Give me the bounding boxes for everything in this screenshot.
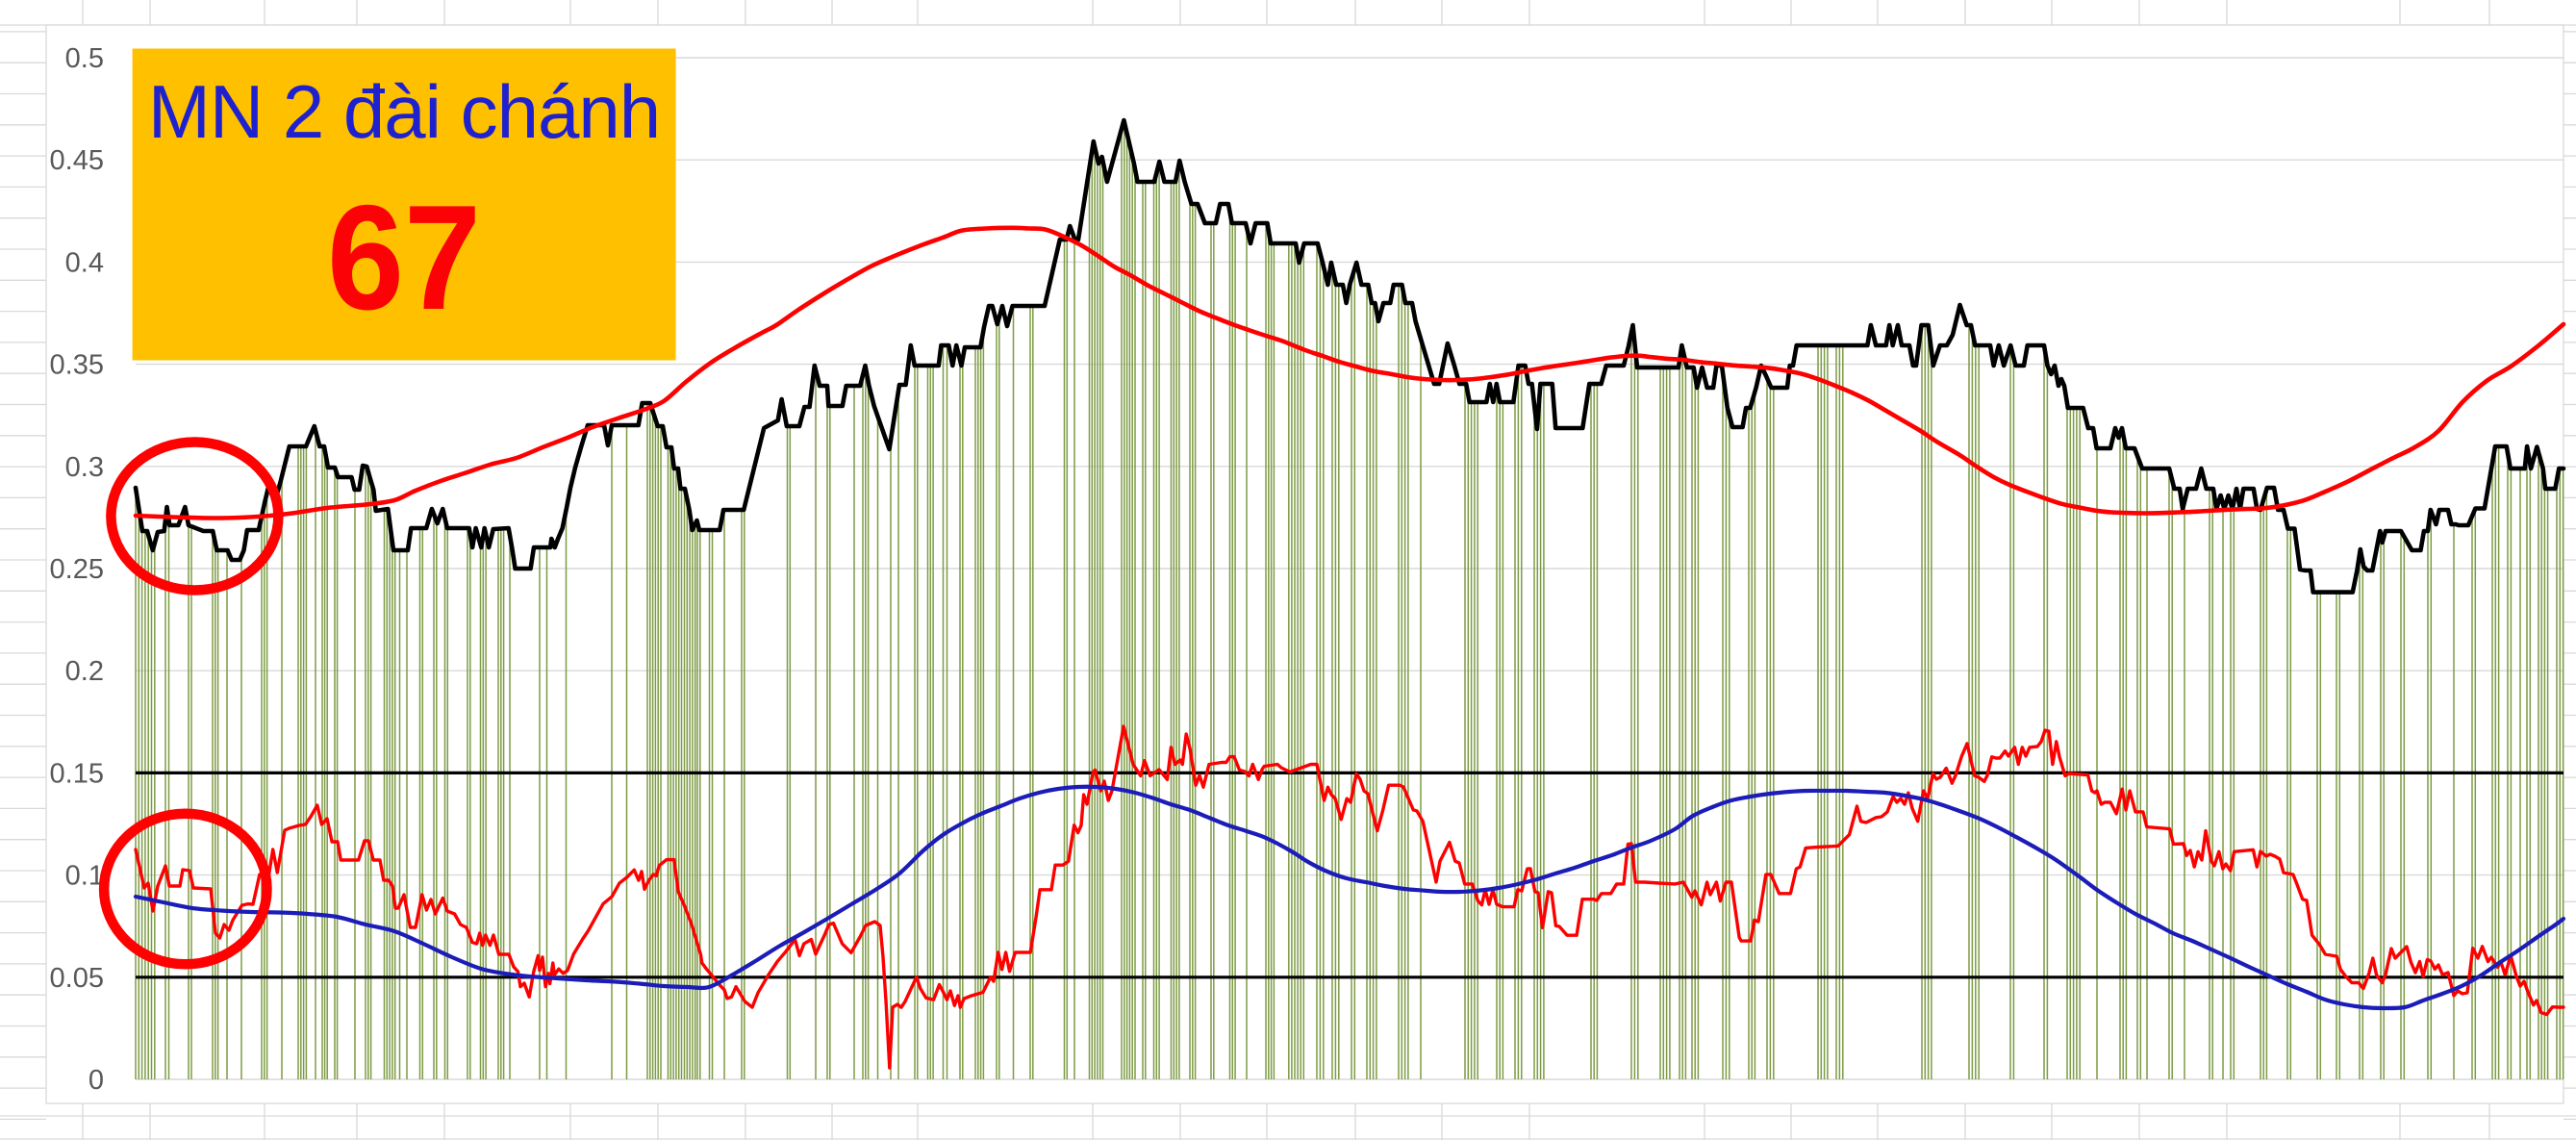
svg-text:0.05: 0.05	[50, 963, 104, 994]
svg-text:0.25: 0.25	[50, 554, 104, 585]
svg-text:0.35: 0.35	[50, 350, 104, 381]
svg-text:0.5: 0.5	[65, 43, 104, 74]
svg-text:0.45: 0.45	[50, 145, 104, 176]
svg-text:0.15: 0.15	[50, 758, 104, 789]
svg-text:MN 2 đài chánh: MN 2 đài chánh	[148, 69, 660, 154]
svg-text:67: 67	[327, 174, 481, 341]
svg-text:0.2: 0.2	[65, 656, 104, 687]
svg-text:0.3: 0.3	[65, 452, 104, 483]
svg-text:0: 0	[88, 1065, 104, 1096]
svg-text:0.1: 0.1	[65, 861, 104, 892]
svg-text:0.4: 0.4	[65, 247, 104, 278]
